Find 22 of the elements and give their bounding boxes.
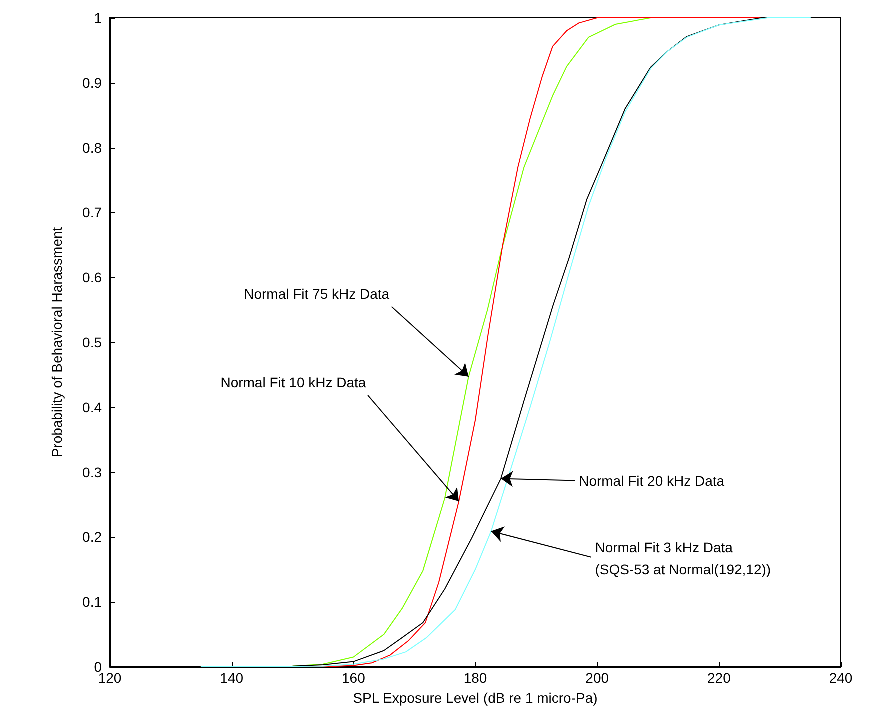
- y-tick-label: 0.2: [82, 529, 102, 546]
- annotation: Normal Fit 75 kHz Data: [244, 286, 390, 302]
- annotation: Normal Fit 10 kHz Data: [220, 374, 366, 390]
- x-tick-label: 180: [464, 670, 488, 686]
- y-axis-title: Probability of Behavioral Harassment: [49, 227, 65, 458]
- y-tick-label: 0.1: [82, 594, 102, 610]
- y-tick-label: 0.9: [82, 74, 102, 91]
- x-tick-label: 140: [220, 670, 244, 686]
- annotation: Normal Fit 3 kHz Data (SQS-53 at Normal(192,12)): [595, 539, 772, 578]
- y-tick-label: 0.4: [82, 399, 102, 416]
- x-tick-label: 160: [342, 670, 366, 686]
- y-tick-label: 0.6: [82, 270, 102, 286]
- y-tick-label: 0.3: [82, 464, 102, 480]
- y-tick-label: 0.7: [82, 204, 102, 221]
- annotation: Normal Fit 20 kHz Data: [579, 472, 725, 489]
- x-tick-label: 200: [586, 670, 610, 686]
- x-tick-label: 220: [707, 670, 732, 686]
- y-tick-label: 1: [94, 10, 102, 26]
- y-tick-label: 0.8: [82, 140, 102, 156]
- x-axis-title: SPL Exposure Level (dB re 1 micro-Pa): [353, 690, 598, 706]
- y-tick-label: 0.5: [82, 334, 102, 350]
- x-tick-label: 240: [829, 670, 853, 686]
